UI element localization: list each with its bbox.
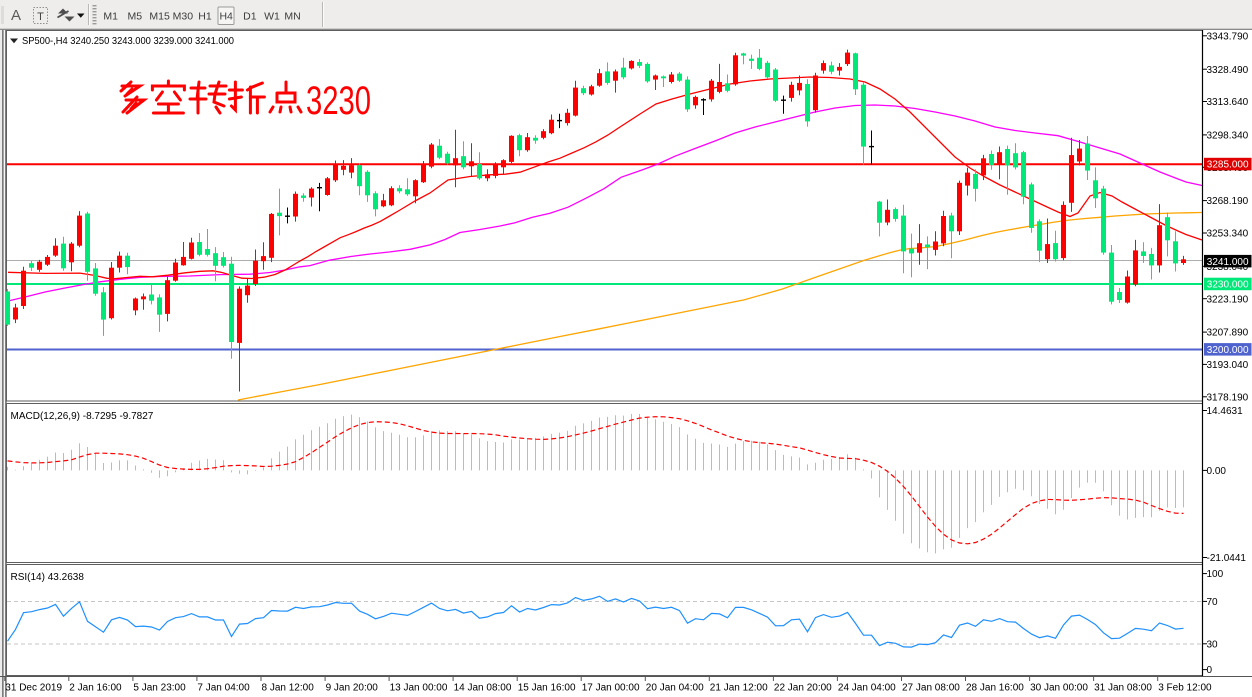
svg-text:MN: MN — [284, 11, 300, 23]
svg-text:M15: M15 — [149, 11, 170, 23]
svg-text:-21.0441: -21.0441 — [1207, 553, 1247, 564]
svg-text:W1: W1 — [264, 11, 280, 23]
svg-text:13 Jan 00:00: 13 Jan 00:00 — [390, 683, 448, 694]
svg-text:RSI(14) 43.2638: RSI(14) 43.2638 — [11, 572, 85, 583]
svg-text:30: 30 — [1207, 639, 1219, 650]
svg-text:14 Jan 08:00: 14 Jan 08:00 — [454, 683, 512, 694]
svg-text:3200.000: 3200.000 — [1207, 345, 1249, 356]
svg-text:3241.000: 3241.000 — [1207, 257, 1249, 268]
svg-text:T: T — [37, 11, 44, 23]
svg-text:7 Jan 04:00: 7 Jan 04:00 — [197, 683, 250, 694]
svg-text:3313.640: 3313.640 — [1207, 97, 1249, 108]
svg-text:D1: D1 — [243, 11, 257, 23]
svg-text:8 Jan 12:00: 8 Jan 12:00 — [262, 683, 315, 694]
svg-text:3285.000: 3285.000 — [1207, 160, 1249, 171]
svg-text:31 Jan 08:00: 31 Jan 08:00 — [1094, 683, 1152, 694]
svg-text:3268.190: 3268.190 — [1207, 196, 1249, 207]
svg-text:M5: M5 — [128, 11, 143, 23]
svg-text:3253.340: 3253.340 — [1207, 229, 1249, 240]
svg-text:5 Jan 23:00: 5 Jan 23:00 — [133, 683, 186, 694]
svg-text:A: A — [11, 7, 21, 24]
svg-text:3230: 3230 — [306, 79, 371, 123]
svg-text:30 Jan 00:00: 30 Jan 00:00 — [1030, 683, 1088, 694]
svg-text:H1: H1 — [198, 11, 212, 23]
svg-text:M1: M1 — [103, 11, 118, 23]
svg-text:M30: M30 — [173, 11, 194, 23]
svg-text:9 Jan 20:00: 9 Jan 20:00 — [326, 683, 379, 694]
svg-text:31 Dec 2019: 31 Dec 2019 — [5, 683, 62, 694]
svg-text:15 Jan 16:00: 15 Jan 16:00 — [518, 683, 576, 694]
svg-text:0: 0 — [1207, 665, 1213, 676]
svg-text:3328.490: 3328.490 — [1207, 65, 1249, 76]
svg-text:3193.040: 3193.040 — [1207, 360, 1249, 371]
svg-text:3223.190: 3223.190 — [1207, 294, 1249, 305]
svg-text:27 Jan 08:00: 27 Jan 08:00 — [902, 683, 960, 694]
svg-text:3298.340: 3298.340 — [1207, 131, 1249, 142]
svg-text:28 Jan 16:00: 28 Jan 16:00 — [966, 683, 1024, 694]
svg-text:H4: H4 — [219, 11, 233, 23]
svg-text:3230.000: 3230.000 — [1207, 280, 1249, 291]
svg-text:3178.190: 3178.190 — [1207, 392, 1249, 403]
svg-text:SP500-,H4 3240.250 3243.000 3: SP500-,H4 3240.250 3243.000 3239.000 324… — [22, 35, 234, 47]
svg-text:70: 70 — [1207, 597, 1219, 608]
svg-text:21 Jan 12:00: 21 Jan 12:00 — [710, 683, 768, 694]
svg-text:3207.890: 3207.890 — [1207, 328, 1249, 339]
svg-text:0.00: 0.00 — [1207, 466, 1227, 477]
svg-text:14.4631: 14.4631 — [1207, 406, 1244, 417]
svg-text:20 Jan 04:00: 20 Jan 04:00 — [646, 683, 704, 694]
svg-text:22 Jan 20:00: 22 Jan 20:00 — [774, 683, 832, 694]
svg-text:100: 100 — [1207, 569, 1224, 580]
svg-text:3 Feb 12:00: 3 Feb 12:00 — [1158, 683, 1212, 694]
svg-text:24 Jan 04:00: 24 Jan 04:00 — [838, 683, 896, 694]
svg-text:17 Jan 00:00: 17 Jan 00:00 — [582, 683, 640, 694]
svg-text:3343.790: 3343.790 — [1207, 31, 1249, 42]
svg-text:MACD(12,26,9) -8.7295 -9.7827: MACD(12,26,9) -8.7295 -9.7827 — [11, 411, 154, 422]
svg-text:2 Jan 16:00: 2 Jan 16:00 — [69, 683, 122, 694]
